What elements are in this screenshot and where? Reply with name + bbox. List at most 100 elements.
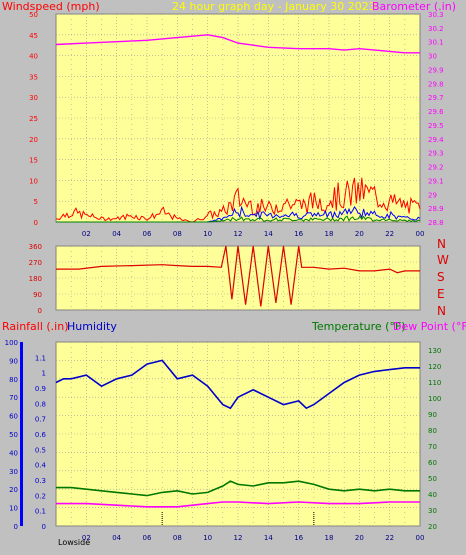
data-marks — [20, 34, 421, 526]
dir-letter-s: S — [437, 270, 445, 284]
panel1-x-tick-label: 14 — [264, 230, 273, 238]
panel1-x-tick-label: 08 — [173, 230, 182, 238]
panel1-x-tick-label: 10 — [203, 230, 212, 238]
temperature-line — [56, 480, 420, 497]
panel1-x-tick-label: 04 — [112, 230, 121, 238]
dir-letter-w: W — [437, 253, 449, 267]
panel3-x-tick-label: 14 — [264, 534, 273, 542]
dewpoint-axis-label: Dew Point (°F) — [393, 320, 466, 333]
rainfall-tick-label: 0.2 — [35, 492, 46, 500]
barometer-tick-label: 29.9 — [428, 66, 444, 74]
rainfall-scale-bar — [20, 342, 23, 526]
panel1-x-tick-label: 20 — [355, 230, 364, 238]
temperature-tick-label: 120 — [428, 363, 441, 371]
barometer-tick-label: 29.4 — [428, 136, 444, 144]
barometer-tick-label: 28.9 — [428, 205, 444, 213]
temperature-tick-label: 110 — [428, 379, 441, 387]
panel1-x-tick-label: 00 — [416, 230, 425, 238]
humidity-tick-label: 40 — [9, 449, 18, 457]
humidity-tick-label: 100 — [5, 339, 18, 347]
humidity-tick-label: 80 — [9, 376, 18, 384]
humidity-line — [55, 359, 420, 410]
panel1-x-tick-label: 02 — [82, 230, 91, 238]
humidity-tick-label: 60 — [9, 413, 18, 421]
panel3-x-tick-label: 02 — [82, 534, 91, 542]
temperature-tick-label: 40 — [428, 491, 437, 499]
windspeed-tick-label: 45 — [29, 32, 38, 40]
barometer-line — [55, 34, 420, 54]
temperature-tick-label: 60 — [428, 459, 437, 467]
panel1-x-tick-label: 22 — [385, 230, 394, 238]
humidity-tick-label: 50 — [9, 431, 18, 439]
rainfall-tick-label: 0.5 — [35, 446, 46, 454]
direction-tick-label: 180 — [29, 275, 42, 283]
humidity-tick-label: 20 — [9, 486, 18, 494]
barometer-tick-label: 30.3 — [428, 11, 444, 19]
direction-tick-label: 360 — [29, 243, 42, 251]
windspeed-tick-label: 0 — [34, 219, 38, 227]
panel3-x-tick-label: 20 — [355, 534, 364, 542]
temperature-tick-label: 20 — [428, 523, 437, 531]
humidity-axis-label: Humidity — [67, 320, 117, 333]
barometer-tick-label: 30.1 — [428, 39, 444, 47]
barometer-tick-label: 29.6 — [428, 108, 444, 116]
dir-letter-n-top: N — [437, 237, 446, 251]
barometer-tick-label: 29.1 — [428, 177, 444, 185]
panel3-x-tick-label: 04 — [112, 534, 121, 542]
windspeed-low-line — [56, 215, 421, 223]
direction-tick-label: 0 — [38, 307, 42, 315]
panel3-x-tick-label: 08 — [173, 534, 182, 542]
barometer-tick-label: 29.7 — [428, 94, 444, 102]
rainfall-axis-label: Rainfall (.in) — [2, 320, 69, 333]
windspeed-tick-label: 20 — [29, 136, 38, 144]
windspeed-tick-label: 5 — [34, 198, 38, 206]
temperature-axis-label: Temperature (°F) — [311, 320, 406, 333]
temperature-tick-label: 100 — [428, 395, 441, 403]
barometer-tick-label: 29.2 — [428, 164, 444, 172]
rainfall-tick-label: 0.4 — [35, 462, 47, 470]
direction-tick-label: 90 — [33, 291, 42, 299]
windspeed-tick-label: 25 — [29, 115, 38, 123]
dewpoint-line — [56, 501, 420, 508]
panel3-x-tick-label: 16 — [294, 534, 303, 542]
panel1-x-tick-label: 06 — [143, 230, 152, 238]
windspeed-gust-line — [55, 177, 421, 223]
barometer-tick-label: 28.8 — [428, 219, 444, 227]
dir-letter-e: E — [437, 287, 445, 301]
barometer-tick-label: 29 — [428, 191, 437, 199]
rainfall-tick-label: 0.7 — [35, 416, 46, 424]
temperature-tick-label: 90 — [428, 411, 437, 419]
windspeed-tick-label: 40 — [29, 53, 38, 61]
barometer-tick-label: 29.3 — [428, 150, 444, 158]
windspeed-tick-label: 50 — [29, 11, 38, 19]
windspeed-tick-label: 30 — [29, 94, 38, 102]
direction-tick-label: 270 — [29, 259, 42, 267]
windspeed-tick-label: 10 — [29, 177, 38, 185]
panel3-x-tick-label: 12 — [234, 534, 243, 542]
humidity-tick-label: 90 — [9, 357, 18, 365]
humidity-tick-label: 10 — [9, 505, 18, 513]
rainfall-tick-label: 0.9 — [35, 385, 46, 393]
panel1-x-tick-label: 16 — [294, 230, 303, 238]
humidity-tick-label: 0 — [14, 523, 18, 531]
rainfall-tick-label: 1 — [42, 370, 46, 378]
windspeed-axis-label: Windspeed (mph) — [2, 0, 100, 13]
panel3-x-tick-label: 22 — [385, 534, 394, 542]
chart-title: 24 hour graph day - January 30 2023 — [172, 0, 376, 13]
panel3-x-tick-label: 00 — [416, 534, 425, 542]
temperature-tick-label: 80 — [428, 427, 437, 435]
panel1-x-tick-label: 18 — [325, 230, 334, 238]
panel3-x-tick-label: 06 — [143, 534, 152, 542]
humidity-tick-label: 30 — [9, 468, 18, 476]
temperature-tick-label: 130 — [428, 347, 441, 355]
rainfall-tick-label: 0.3 — [35, 477, 46, 485]
rainfall-tick-label: 0 — [42, 523, 46, 531]
windspeed-tick-label: 35 — [29, 73, 38, 81]
rainfall-tick-label: 0.6 — [35, 431, 47, 439]
temperature-tick-label: 30 — [428, 507, 437, 515]
lowside-label: Lowside — [58, 538, 90, 547]
barometer-tick-label: 30 — [428, 53, 437, 61]
rainfall-tick-label: 0.8 — [35, 400, 46, 408]
panel2-grid — [56, 245, 420, 311]
